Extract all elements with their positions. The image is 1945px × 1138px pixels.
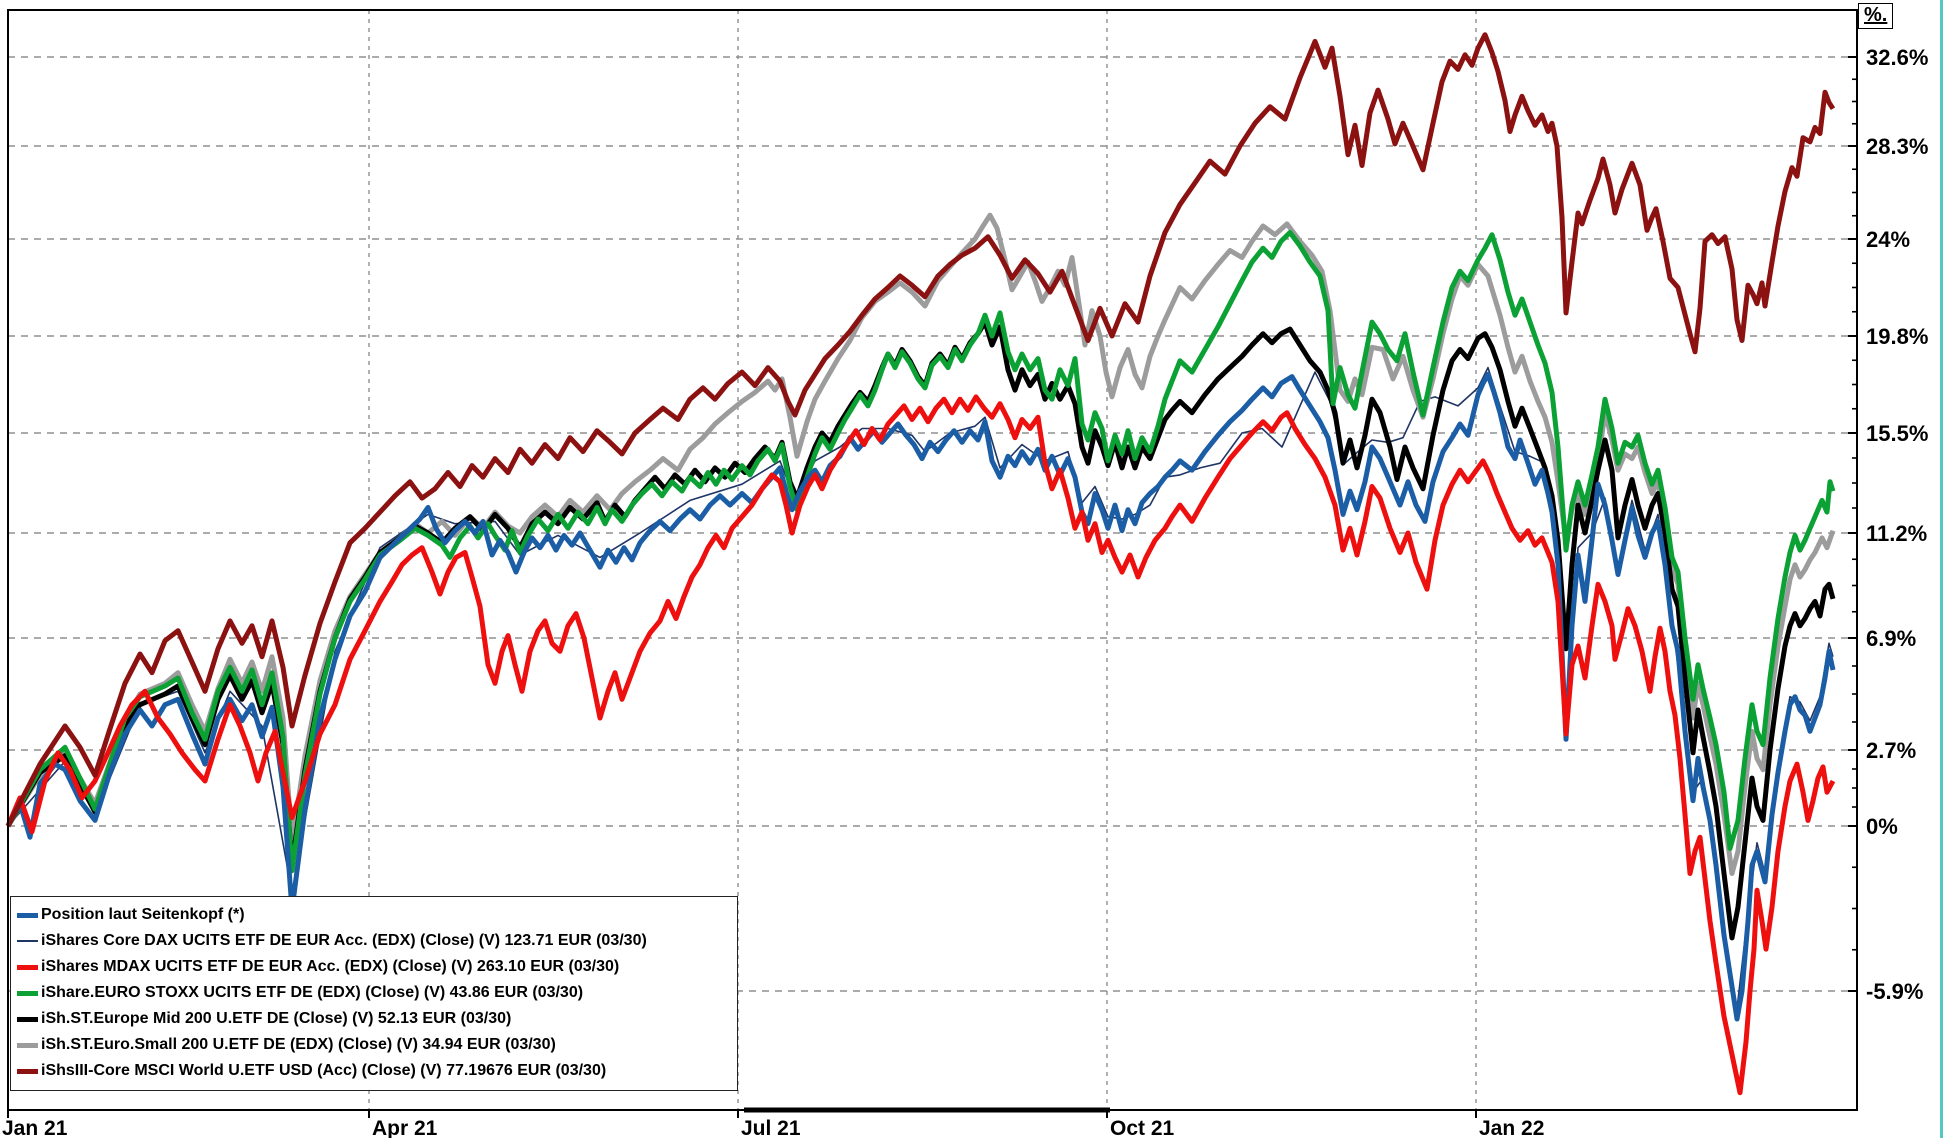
x-axis-labels: Jan 21 Apr 21 Jul 21 Oct 21 Jan 22 [2, 1110, 1544, 1138]
legend-item[interactable]: iShares MDAX UCITS ETF DE EUR Acc. (EDX)… [17, 954, 729, 980]
y-axis-label: 28.3% [1866, 134, 1928, 159]
legend-label: Position laut Seitenkopf (*) [41, 906, 245, 923]
legend-label: iSh.ST.Europe Mid 200 U.ETF DE (Close) (… [41, 1010, 512, 1027]
legend-item[interactable]: iShares Core DAX UCITS ETF DE EUR Acc. (… [17, 928, 729, 954]
legend-color-marker [17, 964, 38, 970]
legend-color-marker [17, 940, 38, 942]
y-axis-label: 19.8% [1866, 324, 1928, 349]
y-axis-label: 24% [1866, 227, 1910, 252]
y-axis-label: 2.7% [1866, 738, 1916, 763]
y-axis-ticks [1848, 56, 1857, 992]
legend-box[interactable]: Position laut Seitenkopf (*) iShares Core… [10, 896, 738, 1091]
x-axis-label: Jan 21 [2, 1117, 68, 1138]
series-line [5, 371, 1836, 1022]
legend-label: iShare.EURO STOXX UCITS ETF DE (EDX) (Cl… [41, 984, 584, 1001]
series-line [5, 230, 1836, 874]
legend-item[interactable]: Position laut Seitenkopf (*) [17, 902, 729, 928]
legend-label: iSh.ST.Euro.Small 200 U.ETF DE (EDX) (Cl… [41, 1036, 556, 1053]
legend-item[interactable]: iSh.ST.Europe Mid 200 U.ETF DE (Close) (… [17, 1006, 729, 1032]
x-axis-label: Oct 21 [1110, 1117, 1175, 1138]
y-axis-label: 32.6% [1866, 45, 1928, 70]
x-axis-label: Apr 21 [372, 1117, 438, 1138]
series-line [5, 32, 1836, 828]
legend-color-marker [17, 990, 38, 996]
legend-color-marker [17, 1016, 38, 1022]
y-axis-unit-box: %. [1858, 3, 1894, 29]
legend-label: iShares MDAX UCITS ETF DE EUR Acc. (EDX)… [41, 958, 620, 975]
legend-color-marker [17, 1068, 38, 1074]
legend-color-marker [17, 1042, 38, 1048]
window-right-edge [1940, 0, 1943, 1138]
legend-label: iShares Core DAX UCITS ETF DE EUR Acc. (… [41, 932, 647, 949]
y-axis-label: -5.9% [1866, 979, 1923, 1004]
y-axis-label: 6.9% [1866, 626, 1916, 651]
legend-label: iShsIII-Core MSCI World U.ETF USD (Acc) … [41, 1062, 607, 1079]
y-axis-label: 11.2% [1866, 521, 1927, 546]
series-line [5, 394, 1836, 1096]
legend-item[interactable]: iShsIII-Core MSCI World U.ETF USD (Acc) … [17, 1058, 729, 1084]
y-axis-label: 15.5% [1866, 421, 1928, 446]
x-axis-label: Jul 21 [741, 1117, 801, 1138]
y-axis-unit-label: %. [1864, 4, 1888, 26]
legend-item[interactable]: iShare.EURO STOXX UCITS ETF DE (EDX) (Cl… [17, 980, 729, 1006]
series-lines [5, 32, 1836, 1096]
legend-item[interactable]: iSh.ST.Euro.Small 200 U.ETF DE (EDX) (Cl… [17, 1032, 729, 1058]
y-axis-label: 0% [1866, 814, 1898, 839]
x-axis-label: Jan 22 [1479, 1117, 1544, 1138]
legend-color-marker [17, 912, 38, 918]
y-axis-labels: 32.6% 28.3% 24% 19.8% 15.5% 11.2% 6.9% 2.7% 0% -5… [1866, 45, 1928, 1004]
